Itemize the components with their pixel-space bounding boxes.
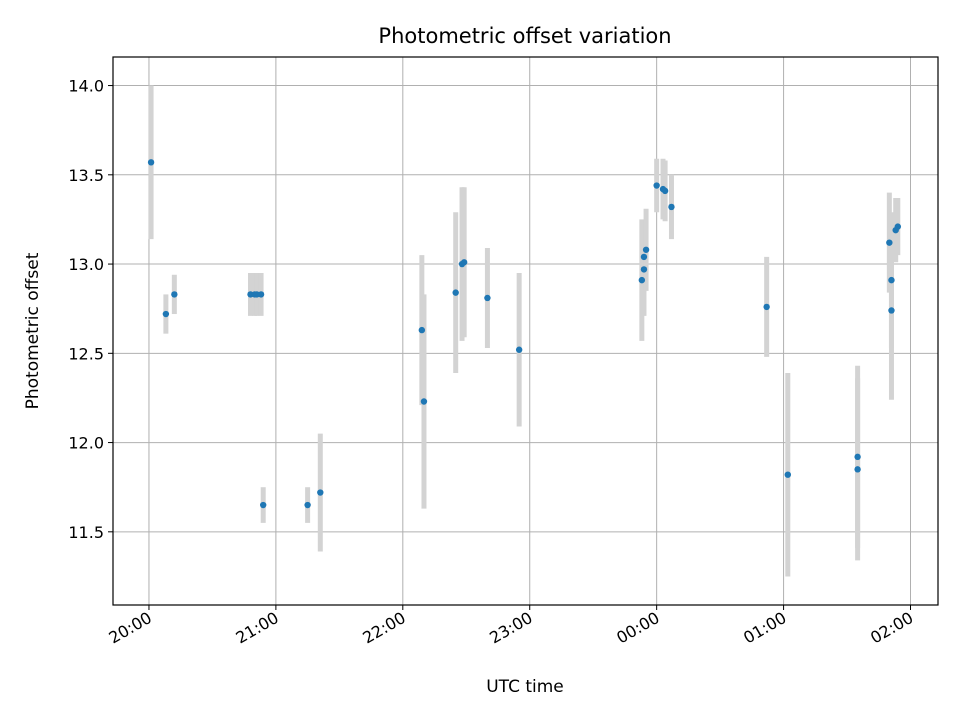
data-point — [642, 246, 650, 253]
data-point — [640, 253, 648, 261]
data-point — [259, 501, 267, 509]
data-point — [854, 466, 861, 473]
y-tick-label: 12.5 — [68, 344, 104, 363]
data-point — [668, 203, 675, 211]
x-axis-label: UTC time — [486, 677, 564, 697]
data-point — [452, 289, 459, 296]
y-tick-label: 13.5 — [68, 166, 104, 185]
data-point — [147, 159, 155, 166]
data-point — [894, 223, 902, 230]
data-point — [257, 291, 265, 298]
data-point — [888, 276, 895, 284]
data-point — [304, 501, 311, 509]
data-point — [653, 182, 660, 189]
y-axis-label: Photometric offset — [23, 252, 43, 409]
y-tick-label: 11.5 — [68, 523, 104, 542]
chart-title: Photometric offset variation — [378, 24, 671, 48]
data-point — [638, 276, 646, 284]
data-point — [171, 291, 178, 298]
data-point — [460, 259, 468, 266]
y-tick-label: 14.0 — [68, 77, 104, 96]
data-point — [420, 398, 428, 405]
data-point — [854, 453, 861, 461]
data-point — [640, 266, 648, 273]
data-point — [763, 303, 770, 311]
data-point — [784, 471, 792, 478]
data-point — [515, 346, 523, 353]
plot-frame — [112, 56, 939, 606]
data-point — [317, 489, 324, 496]
data-point — [888, 307, 895, 314]
data-point — [484, 294, 491, 302]
data-points — [147, 159, 902, 509]
data-point — [418, 326, 426, 334]
axis-ticks: 20:00 21:00 22:00 23:00 00:00 01:00 02:0011.51… — [68, 77, 916, 648]
data-point — [661, 187, 669, 195]
y-tick-label: 13.0 — [68, 255, 104, 274]
data-point — [162, 310, 170, 318]
grid-lines — [113, 57, 938, 605]
y-tick-label: 12.0 — [68, 434, 104, 453]
data-point — [886, 239, 893, 246]
